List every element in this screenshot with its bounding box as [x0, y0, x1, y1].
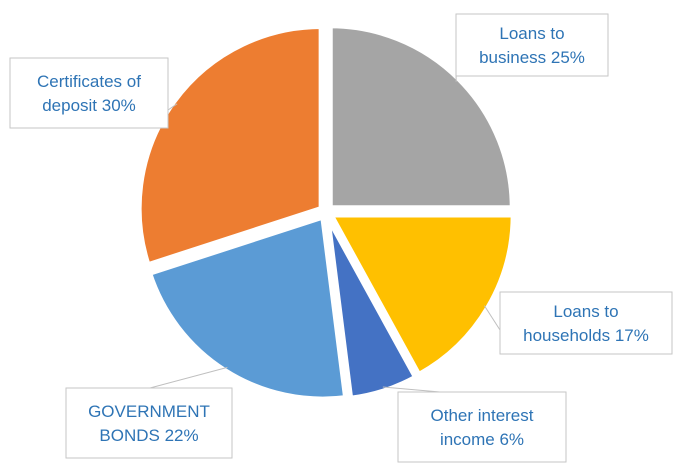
data-label-line: households 17% — [523, 326, 649, 345]
pie-slice-certificates-of — [136, 23, 324, 268]
data-label-line: Other interest — [431, 406, 534, 425]
callout-government: GOVERNMENT BONDS 22% — [65, 366, 233, 459]
pie-slice-loans-to — [327, 23, 515, 211]
data-label-line: GOVERNMENT — [88, 402, 210, 421]
callout-certificates-of: Certificates of deposit 30% — [9, 57, 178, 129]
callout-leader-line — [167, 103, 178, 111]
callout-leader-line — [149, 366, 228, 389]
callout-loans-to: Loans to business 25% — [455, 13, 609, 82]
data-label-line: Loans to — [499, 24, 564, 43]
data-label-line: Certificates of — [37, 72, 141, 91]
data-label-line: BONDS 22% — [99, 426, 198, 445]
data-label-line: Loans to — [553, 302, 618, 321]
pie-slice-government — [147, 214, 349, 402]
pie-slice-loans-to — [328, 212, 516, 378]
data-label-line: deposit 30% — [42, 96, 136, 115]
callout-box — [455, 13, 609, 77]
pie-callouts: Loans to business 25% Loans to households 1… — [9, 13, 673, 463]
callout-other-interest: Other interest income 6% — [382, 386, 567, 463]
callout-box — [65, 387, 233, 459]
pie-slice-other-interest — [325, 215, 419, 401]
data-label-line: income 6% — [440, 430, 524, 449]
callout-leader-line — [382, 386, 441, 393]
callout-loans-to: Loans to households 17% — [483, 291, 673, 355]
callout-leader-line — [483, 305, 501, 331]
data-label-line: business 25% — [479, 48, 585, 67]
pie-slices — [136, 23, 516, 402]
callout-box — [397, 391, 567, 463]
callout-box — [499, 291, 673, 355]
callout-box — [9, 57, 169, 129]
